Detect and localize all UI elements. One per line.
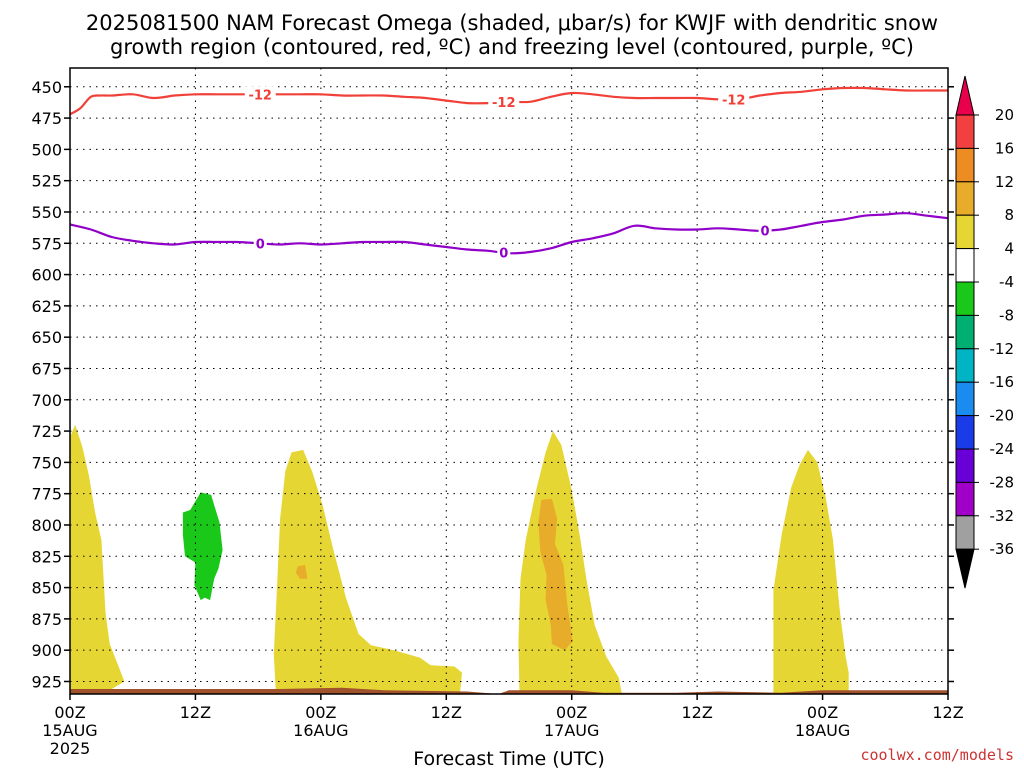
y-tick-label: 575 — [31, 234, 62, 253]
colorbar-label: 20 — [995, 106, 1014, 124]
colorbar-label: 4 — [1004, 240, 1014, 258]
contour-label-bg — [488, 94, 520, 111]
colorbar-label: -8 — [999, 306, 1014, 324]
x-axis-label: Forecast Time (UTC) — [413, 748, 604, 768]
colorbar-bottom-arrow — [955, 548, 975, 589]
colorbar-swatch — [955, 314, 975, 350]
x-tick-label: 00Z — [305, 703, 336, 722]
x-tick-label: 2025 — [50, 739, 91, 758]
contour-lines: -12 -12 -12 0 0 0 — [69, 86, 949, 262]
y-tick-label: 625 — [31, 297, 62, 316]
y-tick-label: 700 — [31, 391, 62, 410]
omega-region-6 — [773, 449, 849, 694]
colorbar-swatch — [955, 448, 975, 483]
contour-label: 0 — [256, 237, 265, 252]
chart-title-line2: growth region (contoured, red, ºC) and f… — [110, 35, 914, 59]
x-tick-label: 17AUG — [544, 721, 599, 740]
colorbar-swatch — [955, 381, 975, 417]
terrain-fill — [70, 687, 948, 694]
colorbar-swatch — [955, 481, 975, 517]
contour-label: -12 — [722, 93, 746, 108]
y-tick-label: 475 — [31, 109, 62, 128]
x-tick-label: 12Z — [180, 703, 211, 722]
colorbar-top-arrow — [955, 75, 975, 116]
y-tick-label: 500 — [31, 140, 62, 159]
y-tick-label: 750 — [31, 453, 62, 472]
y-tick-label: 600 — [31, 266, 62, 285]
colorbar-swatch — [955, 114, 975, 149]
colorbar-swatch — [955, 348, 975, 383]
colorbar-label: -32 — [990, 507, 1015, 525]
plot-area: -12 -12 -12 0 0 0 450 475 500 525 550 575 600 625 650… — [31, 67, 964, 758]
colorbar-label: 12 — [995, 173, 1014, 191]
y-tick-label: 875 — [31, 610, 62, 629]
omega-region-5 — [538, 498, 573, 651]
omega-region-1 — [182, 492, 223, 601]
colorbar-label: -16 — [990, 373, 1015, 391]
colorbar-swatch — [955, 415, 975, 450]
grid-lines — [70, 68, 948, 694]
y-tick-label: 775 — [31, 485, 62, 504]
contour-label-bg — [497, 244, 511, 261]
colorbar-label: 8 — [1004, 206, 1014, 224]
colorbar-swatch — [955, 248, 975, 283]
colorbar-label: 16 — [995, 139, 1014, 157]
x-tick-label: 00Z — [807, 703, 838, 722]
x-tick-label: 12Z — [681, 703, 712, 722]
colorbar-swatch — [955, 214, 975, 250]
contour-label: -12 — [248, 88, 272, 103]
plot-frame — [69, 67, 949, 695]
contour-label-bg — [758, 222, 772, 239]
y-tick-label: 550 — [31, 203, 62, 222]
omega-region-4 — [518, 431, 622, 694]
colorbar-swatch — [955, 147, 975, 183]
colorbar-swatch — [955, 515, 975, 550]
y-tick-label: 725 — [31, 422, 62, 441]
x-tick-label: 16AUG — [293, 721, 348, 740]
y-axis-ticks: 450 475 500 525 550 575 600 625 650 675 700 725 750 7… — [31, 78, 954, 691]
contour-line-dgz-minus12 — [69, 86, 948, 116]
colorbar-label: -28 — [990, 473, 1015, 491]
x-tick-label: 12Z — [932, 703, 963, 722]
colorbar-label: -24 — [990, 440, 1015, 458]
contour-label-bg — [244, 86, 276, 103]
omega-region-0 — [70, 424, 125, 694]
contour-label: 0 — [761, 224, 770, 239]
x-tick-label: 18AUG — [795, 721, 850, 740]
x-tick-label: 15AUG — [42, 721, 97, 740]
contour-label-bg — [253, 235, 267, 252]
colorbar-label: -4 — [999, 273, 1014, 291]
y-tick-label: 525 — [31, 172, 62, 191]
contour-label: -12 — [492, 96, 516, 111]
y-tick-label: 850 — [31, 579, 62, 598]
colorbar-swatch — [955, 281, 975, 316]
y-tick-label: 675 — [31, 359, 62, 378]
x-tick-label: 00Z — [556, 703, 587, 722]
y-tick-label: 925 — [31, 672, 62, 691]
x-tick-label: 12Z — [431, 703, 462, 722]
colorbar-label: -20 — [990, 407, 1015, 425]
colorbar-swatch — [955, 181, 975, 216]
y-tick-label: 450 — [31, 78, 62, 97]
contour-label-bg — [718, 91, 750, 108]
credit-text: coolwx.com/models — [860, 746, 1014, 764]
y-tick-label: 900 — [31, 641, 62, 660]
terrain-band — [70, 687, 948, 694]
omega-region-3 — [295, 565, 308, 579]
colorbar-label: -36 — [990, 540, 1015, 558]
y-tick-label: 800 — [31, 516, 62, 535]
colorbar-label: -12 — [990, 340, 1015, 358]
y-tick-label: 825 — [31, 547, 62, 566]
x-tick-label: 00Z — [54, 703, 85, 722]
colorbar-legend: 20 16 12 8 4 -4 -8 -12 -16 -20 -24 -28 -32 -36 — [955, 75, 1015, 589]
chart-title-line1: 2025081500 NAM Forecast Omega (shaded, μ… — [86, 11, 938, 35]
contour-label: 0 — [499, 247, 508, 262]
y-tick-label: 650 — [31, 328, 62, 347]
